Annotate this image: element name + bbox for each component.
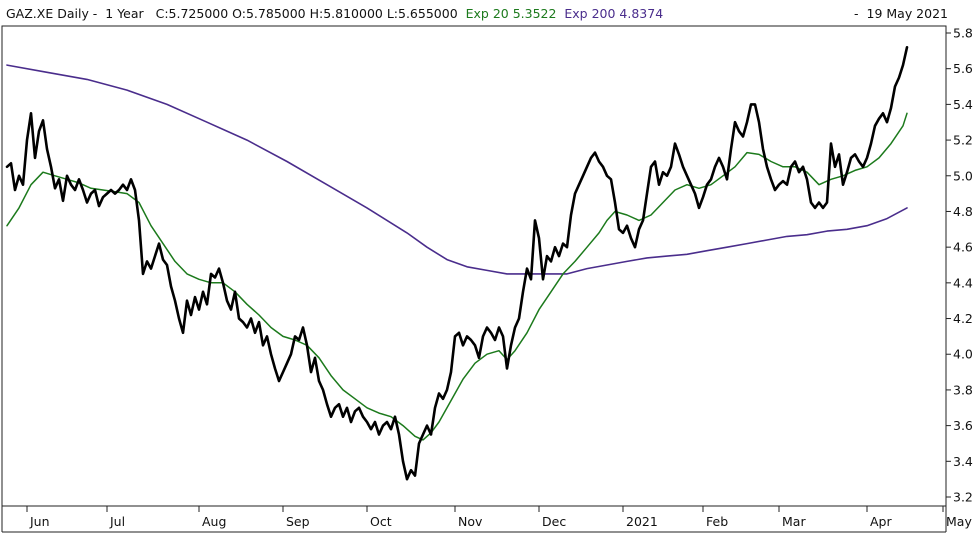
ema20-legend: Exp 20 5.3522 bbox=[465, 6, 557, 21]
ema20-series-line bbox=[6, 112, 908, 441]
y-tick-label: 4.2 bbox=[953, 311, 973, 326]
x-tick-label: Apr bbox=[870, 514, 892, 529]
date-label: - 19 May 2021 bbox=[854, 6, 948, 21]
ohlc-label: C:5.725000 O:5.785000 H:5.810000 L:5.655… bbox=[155, 6, 458, 21]
y-tick-label: 4.8 bbox=[953, 204, 973, 219]
x-tick-label: Feb bbox=[706, 514, 728, 529]
x-tick-label: Oct bbox=[370, 514, 392, 529]
y-tick-label: 5.0 bbox=[953, 168, 973, 183]
symbol-label: GAZ.XE Daily - 1 Year bbox=[6, 6, 144, 21]
y-tick-label: 3.4 bbox=[953, 454, 973, 469]
y-tick-label: 5.4 bbox=[953, 97, 973, 112]
price-series-line bbox=[5, 45, 909, 481]
ema200-legend: Exp 200 4.8374 bbox=[564, 6, 664, 21]
y-tick-label: 4.4 bbox=[953, 275, 973, 290]
x-tick-label: Sep bbox=[286, 514, 310, 529]
y-tick-label: 4.0 bbox=[953, 347, 973, 362]
y-tick-label: 3.2 bbox=[953, 490, 973, 505]
chart-header: GAZ.XE Daily - 1 Year C:5.725000 O:5.785… bbox=[6, 6, 663, 21]
y-tick-label: 3.6 bbox=[953, 418, 973, 433]
ema200-series-line bbox=[6, 64, 908, 275]
x-tick-label: 2021 bbox=[626, 514, 658, 529]
x-tick-label: Jun bbox=[29, 514, 50, 529]
x-tick-label: Nov bbox=[458, 514, 483, 529]
plot-frame bbox=[1, 25, 947, 507]
y-tick-label: 5.2 bbox=[953, 133, 973, 148]
y-tick-label: 5.6 bbox=[953, 61, 973, 76]
y-tick-label: 3.8 bbox=[953, 382, 973, 397]
x-tick-label: Dec bbox=[542, 514, 566, 529]
x-tick-label: Mar bbox=[782, 514, 806, 529]
x-tick-label: Aug bbox=[202, 514, 226, 529]
x-tick-label: Jul bbox=[109, 514, 125, 529]
y-tick-label: 4.6 bbox=[953, 240, 973, 255]
x-tick-label: May bbox=[946, 514, 972, 529]
y-tick-label: 5.8 bbox=[953, 26, 973, 41]
